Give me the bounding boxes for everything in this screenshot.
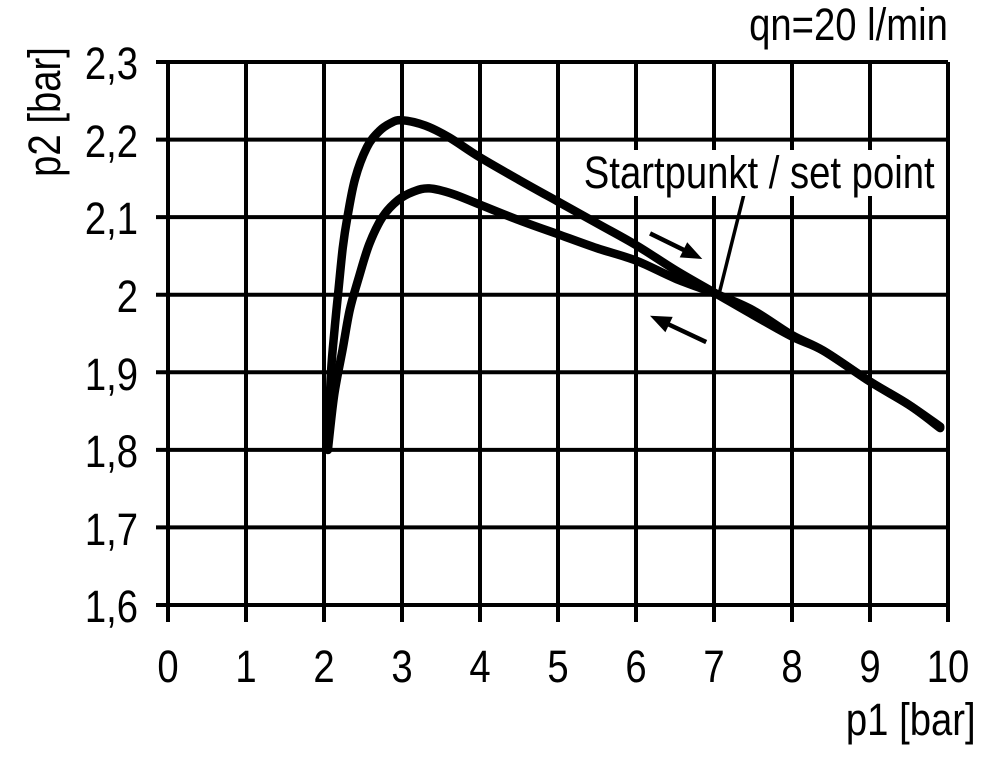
flow-rate-annotation: qn=20 l/min [749, 0, 948, 50]
x-tick-label: 5 [547, 641, 569, 692]
x-tick-label: 9 [859, 641, 881, 692]
y-tick-label: 2,3 [84, 38, 138, 89]
x-tick-label: 3 [391, 641, 413, 692]
y-tick-label: 2,1 [84, 193, 138, 244]
y-tick-label: 2 [116, 271, 138, 322]
curve-pressure-falling [323, 184, 945, 455]
x-tick-label: 7 [703, 641, 725, 692]
grid-lines [156, 60, 950, 622]
direction-arrows [649, 231, 708, 345]
set-point-annotation-label: Startpunkt / set point [577, 150, 942, 196]
y-axis-title: p2 [bar] [19, 47, 70, 177]
direction-arrow-head-icon [650, 315, 673, 333]
x-tick-label: 0 [157, 641, 179, 692]
x-tick-label: 1 [235, 641, 257, 692]
y-tick-label: 1,8 [84, 426, 138, 477]
x-tick-label: 6 [625, 641, 647, 692]
y-tick-label: 1,9 [84, 349, 138, 400]
set-point-leader-line [717, 194, 746, 293]
y-tick-label: 1,6 [84, 581, 138, 632]
y-tick-label: 2,2 [84, 116, 138, 167]
x-tick-label: 8 [781, 641, 803, 692]
y-tick-label: 1,7 [84, 504, 138, 555]
direction-arrow-shaft [649, 231, 687, 253]
direction-arrow-head-icon [679, 242, 703, 259]
direction-arrow-shaft [666, 321, 708, 345]
x-tick-label: 4 [469, 641, 491, 692]
x-axis-title: p1 [bar] [846, 694, 976, 745]
x-tick-label: 10 [926, 641, 970, 692]
x-tick-label: 2 [313, 641, 335, 692]
